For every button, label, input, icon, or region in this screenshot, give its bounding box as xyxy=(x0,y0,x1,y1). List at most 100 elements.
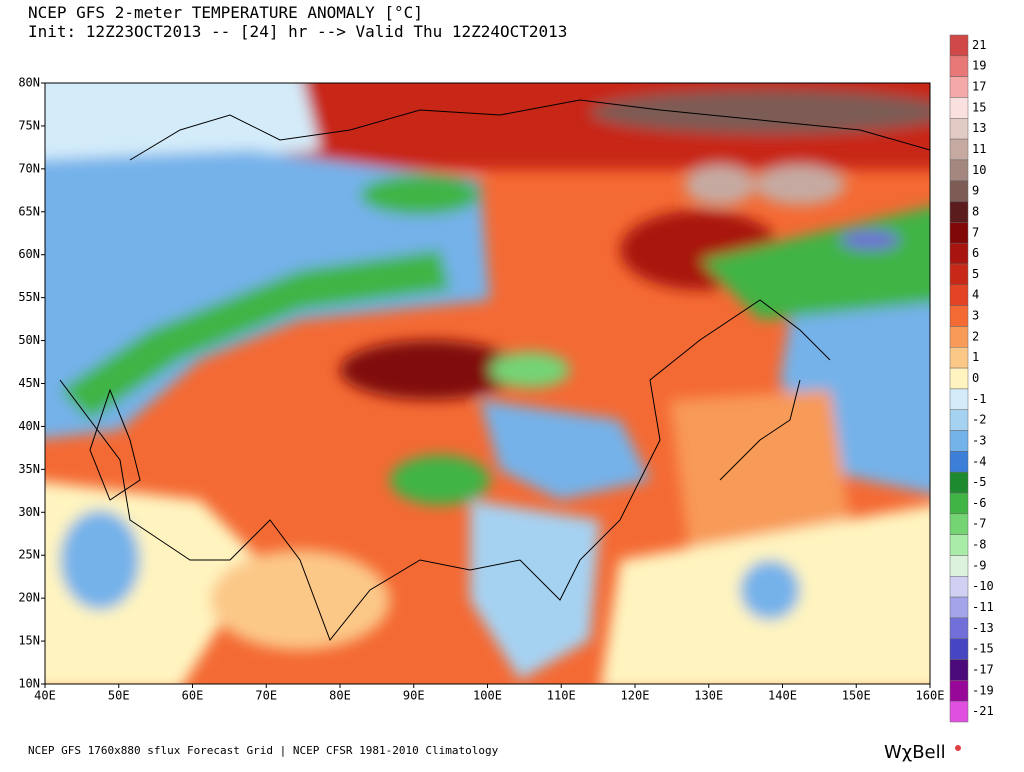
colorbar-bin xyxy=(949,263,969,286)
colorbar-label: 17 xyxy=(972,80,986,94)
colorbar-label: -21 xyxy=(972,704,994,718)
colorbar-bin xyxy=(949,471,969,494)
colorbar-label: 8 xyxy=(972,204,979,218)
colorbar-bin xyxy=(949,596,969,619)
logo: WχBell xyxy=(884,742,946,763)
colorbar-bin xyxy=(949,55,969,77)
lat-label: 70N xyxy=(18,161,40,175)
colorbar-bin xyxy=(949,284,969,306)
colorbar-bin xyxy=(949,138,969,161)
colorbar-label: -3 xyxy=(972,433,986,447)
lat-label: 75N xyxy=(18,118,40,132)
lon-label: 100E xyxy=(473,689,502,703)
colorbar-bin xyxy=(949,430,969,452)
colorbar-label: 10 xyxy=(972,163,986,177)
colorbar-label: -2 xyxy=(972,413,986,427)
lon-label: 160E xyxy=(916,689,945,703)
colorbar-label: -4 xyxy=(972,454,986,468)
colorbar-label: -17 xyxy=(972,662,994,676)
colorbar-label: -9 xyxy=(972,558,986,572)
lat-label: 80N xyxy=(18,76,40,90)
colorbar-bin xyxy=(949,222,969,244)
colorbar-bin xyxy=(949,513,969,535)
colorbar-label: -11 xyxy=(972,600,994,614)
colorbar-bin xyxy=(949,97,969,119)
colorbar-label: 1 xyxy=(972,350,979,364)
lon-label: 60E xyxy=(182,689,204,703)
colorbar-label: 5 xyxy=(972,267,979,281)
colorbar-label: 19 xyxy=(972,59,986,73)
lat-label: 50N xyxy=(18,333,40,347)
subtitle: Init: 12Z23OCT2013 -- [24] hr --> Valid … xyxy=(28,22,567,41)
lon-label: 70E xyxy=(255,689,277,703)
colorbar-label: -5 xyxy=(972,475,986,489)
colorbar-label: 21 xyxy=(972,38,986,52)
coastlines xyxy=(59,99,930,641)
colorbar-bin xyxy=(949,409,969,431)
colorbar-label: -13 xyxy=(972,621,994,635)
colorbar-bin xyxy=(949,617,969,639)
colorbar-label: -19 xyxy=(972,683,994,697)
colorbar-bin xyxy=(949,576,969,598)
colorbar-bin xyxy=(949,347,969,369)
colorbar-label: 0 xyxy=(972,371,979,385)
lon-label: 150E xyxy=(842,689,871,703)
colorbar-bin xyxy=(949,159,969,181)
colorbar-label: -1 xyxy=(972,392,986,406)
colorbar-bin xyxy=(949,638,969,660)
lat-label: 60N xyxy=(18,247,40,261)
colorbar-label: 6 xyxy=(972,246,979,260)
colorbar-label: 2 xyxy=(972,329,979,343)
colorbar-bin xyxy=(949,305,969,327)
colorbar-bin xyxy=(949,534,969,556)
colorbar-label: -10 xyxy=(972,579,994,593)
colorbar-label: -7 xyxy=(972,517,986,531)
colorbar-label: 7 xyxy=(972,225,979,239)
lon-label: 120E xyxy=(621,689,650,703)
colorbar-bin xyxy=(949,367,969,390)
colorbar-bin xyxy=(949,118,969,140)
colorbar-bin xyxy=(949,34,969,57)
lat-label: 55N xyxy=(18,290,40,304)
colorbar-bin xyxy=(949,700,969,723)
lat-label: 40N xyxy=(18,419,40,433)
lat-label: 45N xyxy=(18,376,40,390)
colorbar-label: 15 xyxy=(972,100,986,114)
lon-label: 110E xyxy=(547,689,576,703)
lon-label: 130E xyxy=(694,689,723,703)
lon-label: 50E xyxy=(108,689,130,703)
colorbar-bin xyxy=(949,180,969,202)
anomaly-field xyxy=(45,83,930,684)
lat-label: 15N xyxy=(18,634,40,648)
lon-label: 40E xyxy=(34,689,56,703)
lon-label: 140E xyxy=(768,689,797,703)
lat-label: 10N xyxy=(18,677,40,691)
colorbar-label: 13 xyxy=(972,121,986,135)
colorbar-label: 9 xyxy=(972,184,979,198)
lon-label: 80E xyxy=(329,689,351,703)
lat-label: 65N xyxy=(18,204,40,218)
colorbar-bin xyxy=(949,492,969,515)
lon-label: 90E xyxy=(403,689,425,703)
colorbar-bin xyxy=(949,326,969,348)
colorbar-label: 4 xyxy=(972,288,979,302)
colorbar-label: 3 xyxy=(972,309,979,323)
colorbar-label: -6 xyxy=(972,496,986,510)
colorbar-bin xyxy=(949,201,969,223)
lat-label: 25N xyxy=(18,548,40,562)
footer-source: NCEP GFS 1760x880 sflux Forecast Grid | … xyxy=(28,744,499,757)
title: NCEP GFS 2-meter TEMPERATURE ANOMALY [°C… xyxy=(28,3,423,22)
colorbar-bin xyxy=(949,680,969,702)
colorbar-bin xyxy=(949,242,969,265)
colorbar-bin xyxy=(949,76,969,98)
colorbar-bin xyxy=(949,388,969,410)
colorbar-bin xyxy=(949,555,969,577)
lat-label: 30N xyxy=(18,505,40,519)
logo-dot xyxy=(955,745,961,751)
lat-label: 35N xyxy=(18,462,40,476)
colorbar-bin xyxy=(949,451,969,473)
lat-label: 20N xyxy=(18,591,40,605)
colorbar-label: -15 xyxy=(972,642,994,656)
colorbar-bin xyxy=(949,659,969,681)
